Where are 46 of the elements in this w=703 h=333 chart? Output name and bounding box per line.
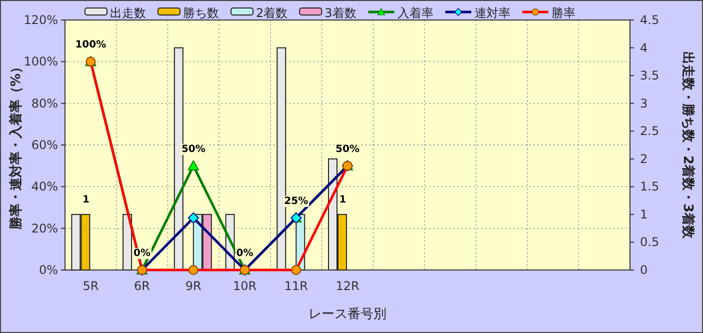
y-tick-label: 40%	[31, 180, 58, 194]
bar	[174, 47, 184, 270]
y-tick-label: 80%	[31, 96, 58, 110]
y2-tick-label: 3.5	[640, 68, 660, 83]
x-tick-label: 12R	[336, 279, 360, 293]
y2-tick-label: 4.5	[640, 13, 660, 27]
y2-tick-label: 3	[640, 96, 648, 110]
y2-tick-label: 4	[640, 40, 648, 55]
y2-tick-label: 0	[640, 263, 648, 277]
x-tick-label: 6R	[134, 279, 150, 293]
y-axis-title: 勝率・連対率・入着率（%）	[8, 60, 24, 231]
legend-label: 勝ち数	[183, 6, 219, 20]
y-tick-label: 100%	[24, 54, 58, 69]
legend-label: 出走数	[110, 6, 146, 20]
y2-tick-label: 0.5	[640, 235, 660, 250]
bar	[276, 47, 286, 270]
y-tick-label: 120%	[24, 13, 58, 27]
data-label: 25%	[284, 196, 308, 207]
data-label: 0%	[236, 248, 254, 259]
legend-label: 2着数	[256, 6, 288, 20]
y2-tick-label: 1	[640, 207, 648, 222]
data-label: 1	[82, 194, 90, 206]
y-tick-label: 0%	[38, 263, 58, 277]
x-tick-label: 9R	[185, 279, 202, 293]
legend-label: 勝率	[551, 6, 576, 20]
point	[188, 212, 199, 224]
y-tick-label: 60%	[31, 138, 58, 152]
x-tick-label: 11R	[284, 279, 308, 293]
y2-tick-label: 1.5	[640, 180, 660, 194]
legend-label: 3着数	[324, 6, 356, 20]
data-label: 100%	[75, 40, 106, 51]
data-label: 1	[339, 194, 346, 206]
x-tick-label: 5R	[82, 279, 99, 293]
legend-label: 連対率	[474, 6, 510, 20]
bar	[122, 214, 132, 270]
y2-axis-title: 出走数・勝ち数・2着数・3着数	[680, 51, 696, 240]
data-label: 50%	[336, 144, 360, 155]
y2-tick-label: 2	[640, 152, 648, 166]
data-label: 0%	[134, 248, 151, 259]
y-tick-label: 20%	[31, 221, 58, 236]
data-label: 50%	[181, 144, 206, 155]
x-tick-label: 10R	[232, 279, 257, 293]
point	[188, 160, 199, 170]
y2-tick-label: 2.5	[640, 124, 660, 138]
x-axis-title: レース番号別	[308, 307, 386, 322]
legend-label: 入着率	[397, 6, 434, 20]
